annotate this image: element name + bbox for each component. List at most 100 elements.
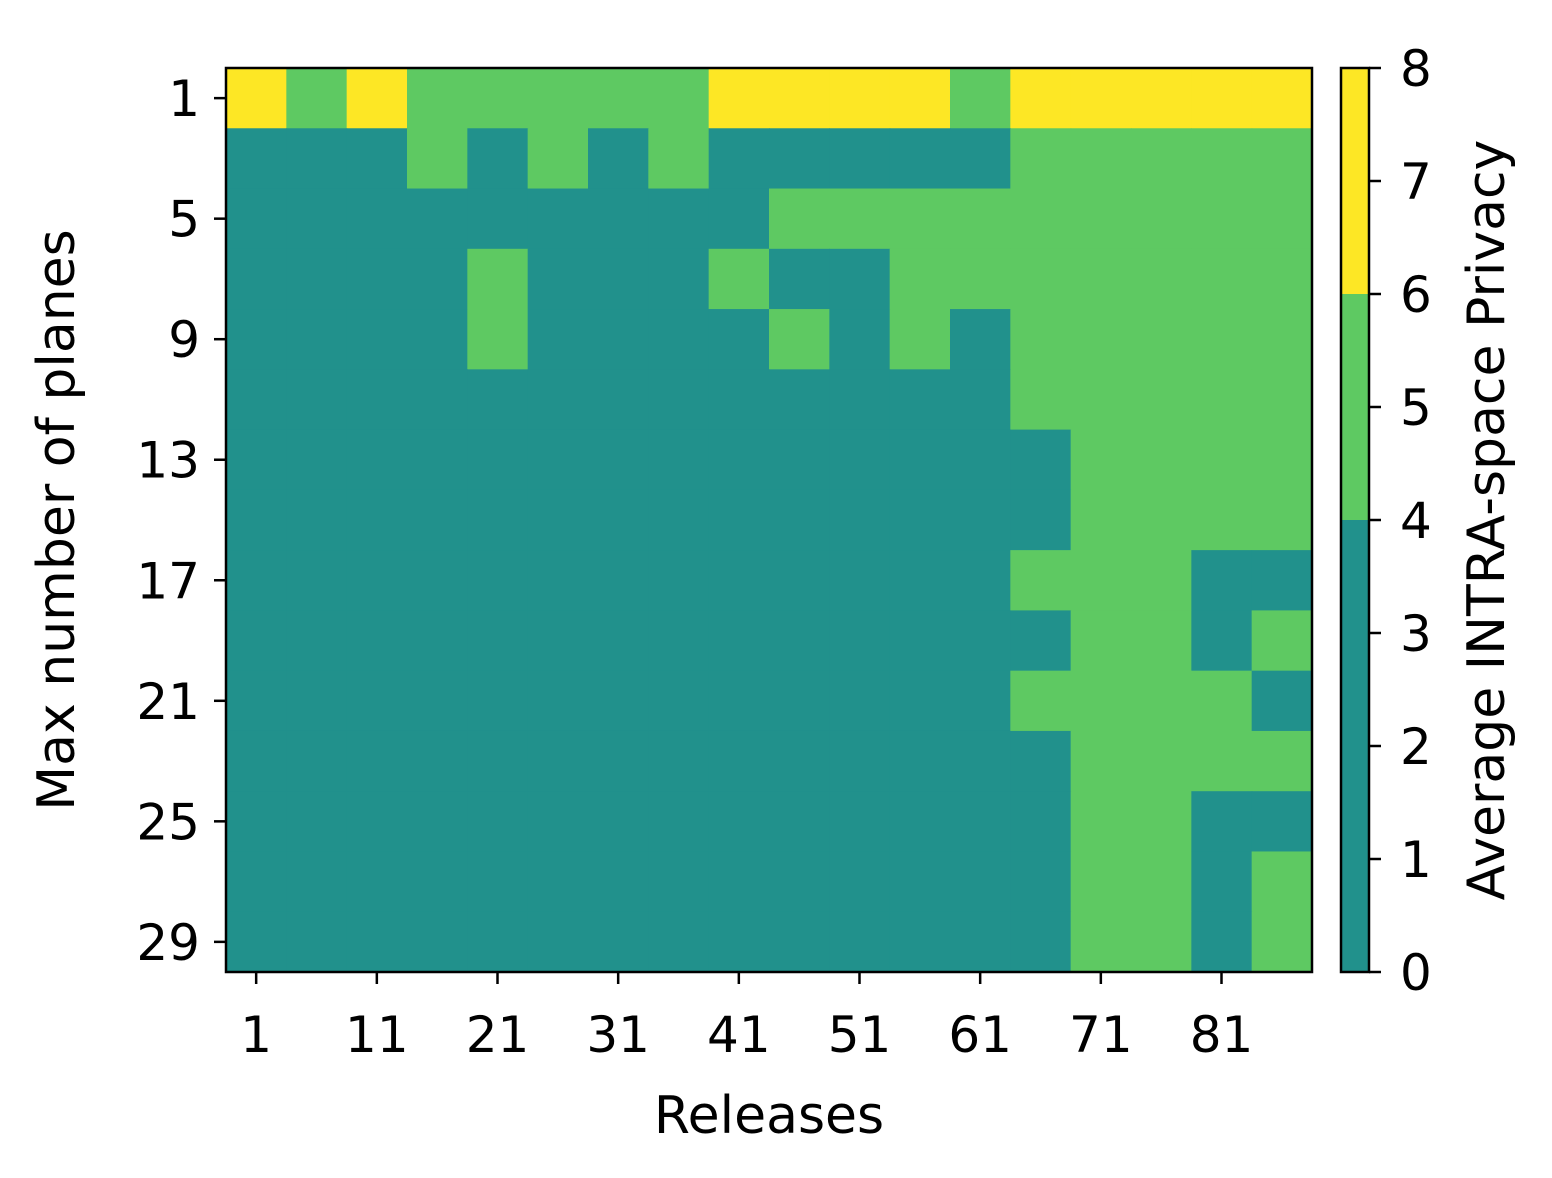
plot-frame [224, 66, 1314, 974]
heatmap-cell [1251, 851, 1313, 913]
heatmap-cell [769, 248, 830, 310]
heatmap-cell [648, 128, 710, 190]
heatmap-cell [286, 68, 348, 129]
heatmap-cell [286, 610, 348, 672]
y-tick-label: 13 [136, 432, 200, 490]
heatmap-cell [1010, 429, 1072, 491]
heatmap-cell [1010, 369, 1072, 431]
heatmap-cell [286, 429, 348, 491]
heatmap-cell [527, 369, 589, 431]
colorbar-bands [1341, 68, 1369, 972]
heatmap-cell [1251, 309, 1313, 370]
x-tick-label: 71 [1069, 1006, 1133, 1064]
heatmap-cell [889, 791, 951, 853]
heatmap-cell [648, 550, 710, 611]
heatmap-cell [467, 489, 529, 551]
heatmap-cell [769, 489, 830, 551]
heatmap-cell [829, 670, 891, 732]
heatmap-cell [769, 911, 830, 973]
heatmap-cell [588, 309, 649, 370]
heatmap-cell [769, 429, 830, 491]
heatmap-cell [950, 851, 1011, 913]
heatmap-cell [1070, 610, 1132, 672]
heatmap-cell [226, 911, 287, 973]
heatmap-cell [1070, 489, 1132, 551]
heatmap-cell [467, 791, 529, 853]
heatmap-cell [226, 429, 287, 491]
heatmap-cell [1131, 730, 1192, 792]
heatmap-cell [648, 610, 710, 672]
heatmap-cell [708, 489, 770, 551]
heatmap-cell [407, 309, 468, 370]
heatmap-cell [226, 670, 287, 732]
heatmap-cell [889, 489, 951, 551]
heatmap-cell [708, 68, 770, 129]
y-tick-label: 5 [168, 191, 200, 249]
heatmap-cell [950, 911, 1011, 973]
heatmap-cell [1251, 670, 1313, 732]
heatmap-cell [889, 68, 951, 129]
heatmap-cell [346, 911, 408, 973]
heatmap-cell [527, 791, 589, 853]
heatmap-cell [226, 610, 287, 672]
heatmap-cell [346, 369, 408, 431]
heatmap-cell [1010, 791, 1072, 853]
x-axis-ticks: 1 11 21 31 41 51 61 71 81 [240, 972, 1253, 1064]
heatmap-cell [407, 369, 468, 431]
heatmap-cell [286, 670, 348, 732]
heatmap-cell [1010, 911, 1072, 973]
heatmap-cell [769, 851, 830, 913]
heatmap-cell [769, 369, 830, 431]
heatmap-cell [467, 550, 529, 611]
heatmap-cell [708, 851, 770, 913]
heatmap-cell [829, 791, 891, 853]
heatmap-cell [1191, 188, 1253, 250]
heatmap-cell [1251, 730, 1313, 792]
heatmap-cell [286, 369, 348, 431]
heatmap-cell [467, 851, 529, 913]
heatmap-cell [889, 851, 951, 913]
heatmap-cell [407, 911, 468, 973]
colorbar-tick-label: 7 [1400, 153, 1432, 211]
heatmap-cell [346, 248, 408, 310]
heatmap-cell [527, 550, 589, 611]
heatmap-cell [588, 188, 649, 250]
heatmap-cell [829, 68, 891, 129]
heatmap-cell [226, 68, 287, 129]
x-axis-label: Releases [654, 1086, 884, 1146]
y-tick-label: 17 [136, 552, 200, 610]
heatmap-cell [769, 550, 830, 611]
heatmap-cell [527, 309, 589, 370]
heatmap-cell [950, 730, 1011, 792]
y-axis-ticks: 1 5 9 13 17 21 25 29 [136, 70, 226, 972]
heatmap-cell [527, 911, 589, 973]
heatmap-cell [588, 369, 649, 431]
heatmap-cell [829, 128, 891, 190]
heatmap-cell [346, 670, 408, 732]
heatmap-cell [286, 309, 348, 370]
heatmap-cell [588, 248, 649, 310]
heatmap-cell [1010, 248, 1072, 310]
heatmap-cell [1251, 489, 1313, 551]
colorbar-tick-label: 2 [1400, 718, 1432, 776]
heatmap-cell [1251, 429, 1313, 491]
heatmap-cell [769, 791, 830, 853]
heatmap-cell [1131, 851, 1192, 913]
heatmap-cell [1010, 128, 1072, 190]
heatmap-cell [286, 550, 348, 611]
heatmap-cell [769, 128, 830, 190]
heatmap-cell [1070, 248, 1132, 310]
heatmap-cell [829, 911, 891, 973]
heatmap-cell [1191, 670, 1253, 732]
heatmap-cell [527, 730, 589, 792]
heatmap-cell [1070, 309, 1132, 370]
heatmap-cell [407, 68, 468, 129]
heatmap-cell [467, 429, 529, 491]
heatmap-cell [1131, 550, 1192, 611]
heatmap-cell [1251, 550, 1313, 611]
heatmap-cell [1070, 429, 1132, 491]
heatmap-cell [1070, 128, 1132, 190]
heatmap-cell [1131, 68, 1192, 129]
x-tick-label: 1 [240, 1006, 272, 1064]
heatmap-cell [708, 911, 770, 973]
